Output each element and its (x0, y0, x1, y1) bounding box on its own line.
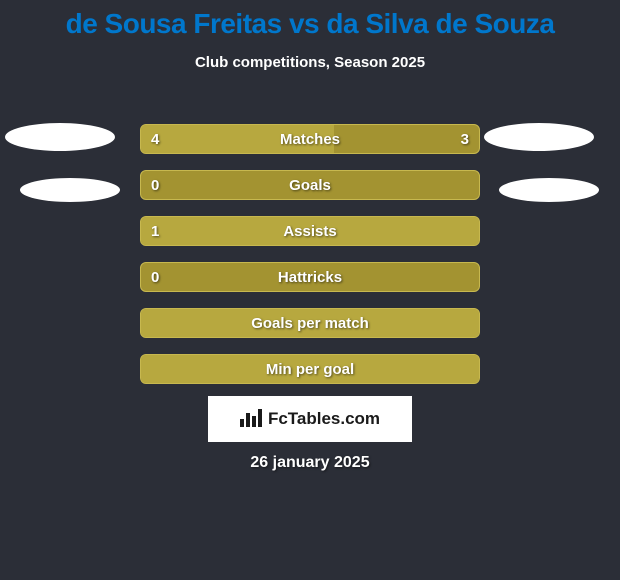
branding-box: FcTables.com (208, 396, 412, 442)
stat-label: Hattricks (141, 263, 479, 291)
stat-row: Hattricks0 (0, 254, 620, 300)
date-text: 26 january 2025 (0, 454, 620, 472)
side-ellipse (499, 178, 599, 202)
stat-label: Min per goal (141, 355, 479, 383)
stat-bar: Assists1 (140, 216, 480, 246)
stat-row: Goals per match (0, 300, 620, 346)
stat-label: Goals (141, 171, 479, 199)
subtitle: Club competitions, Season 2025 (0, 54, 620, 71)
stat-bar: Goals0 (140, 170, 480, 200)
stat-bar: Hattricks0 (140, 262, 480, 292)
stat-label: Goals per match (141, 309, 479, 337)
stat-row: Assists1 (0, 208, 620, 254)
stat-label: Assists (141, 217, 479, 245)
bars-area: Matches43Goals0Assists1Hattricks0Goals p… (0, 116, 620, 392)
stat-value-left: 0 (151, 263, 159, 291)
side-ellipse (5, 123, 115, 151)
side-ellipse (20, 178, 120, 202)
stat-value-left: 0 (151, 171, 159, 199)
stat-bar: Matches4 3 (140, 124, 480, 154)
bars-icon (240, 409, 262, 430)
stat-value-left: 4 (151, 125, 159, 153)
stat-row: Min per goal (0, 346, 620, 392)
stat-value-right: 3 (461, 125, 469, 153)
side-ellipse (484, 123, 594, 151)
page-title: de Sousa Freitas vs da Silva de Souza (0, 0, 620, 40)
stat-value-left: 1 (151, 217, 159, 245)
stat-bar: Goals per match (140, 308, 480, 338)
comparison-infographic: de Sousa Freitas vs da Silva de Souza Cl… (0, 0, 620, 580)
branding-text: FcTables.com (268, 409, 380, 429)
stat-label: Matches (141, 125, 479, 153)
stat-bar: Min per goal (140, 354, 480, 384)
